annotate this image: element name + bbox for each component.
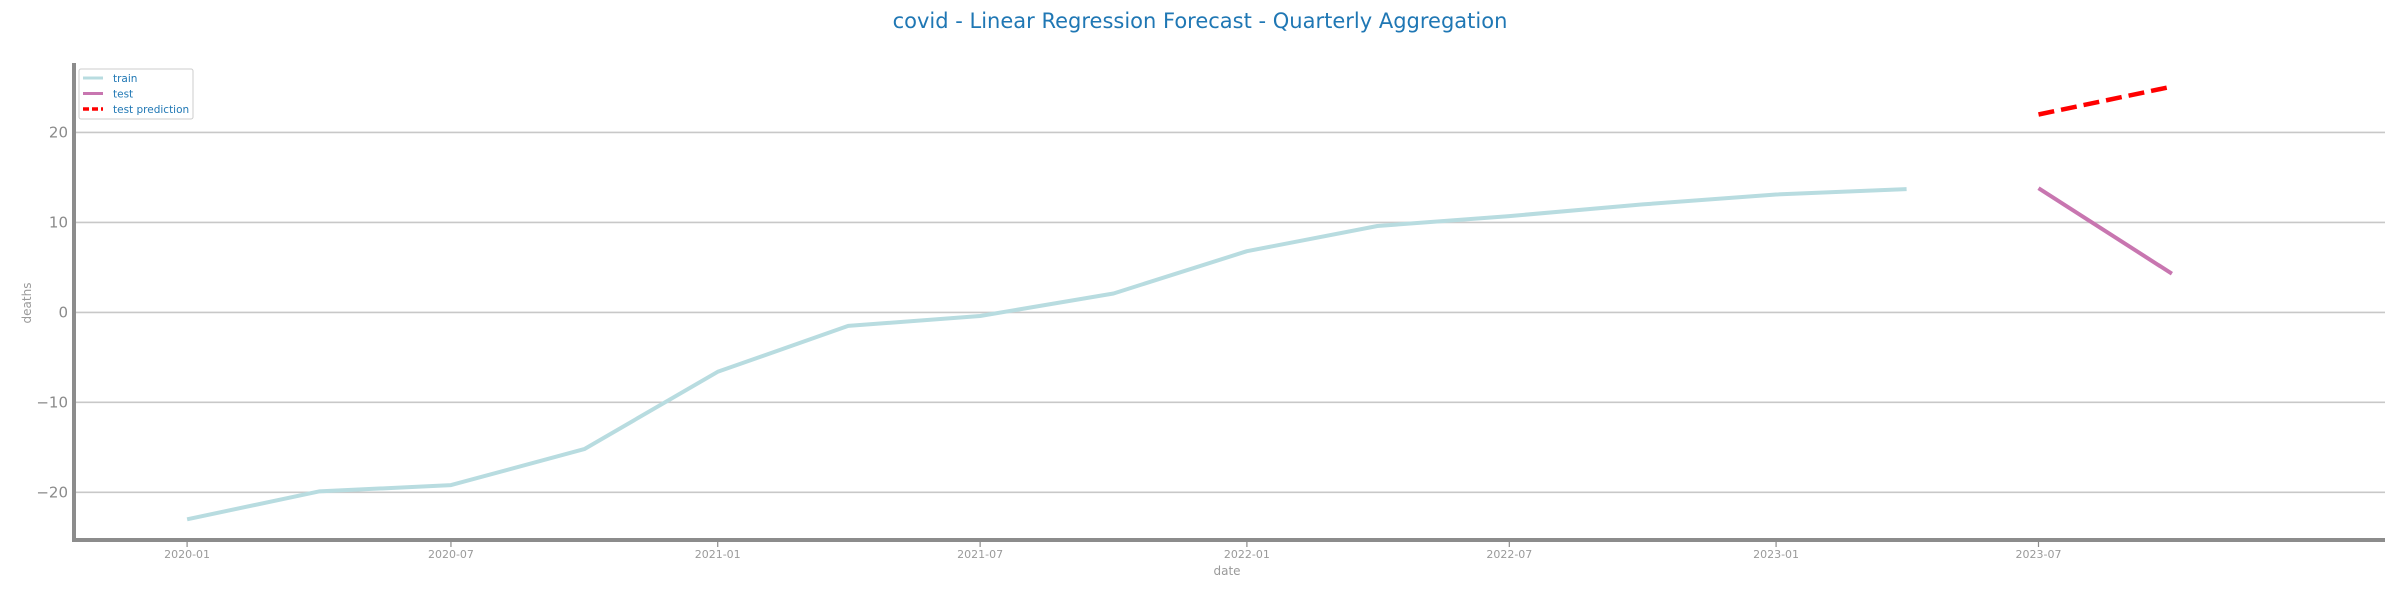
legend-label: test prediction bbox=[113, 104, 189, 116]
y-tick-label: −10 bbox=[36, 393, 68, 411]
x-tick-label: 2021-01 bbox=[695, 548, 741, 561]
series-line-test bbox=[2037, 186, 2173, 276]
x-tick-label: 2023-07 bbox=[2016, 548, 2062, 561]
x-tick-label: 2023-01 bbox=[1753, 548, 1799, 561]
legend: train test test prediction bbox=[78, 68, 194, 120]
x-tick-label: 2020-01 bbox=[164, 548, 210, 561]
y-tick-label: 20 bbox=[49, 123, 68, 141]
x-tick-labels: 2020-01 2020-07 2021-01 2021-07 2022-01 2022-… bbox=[164, 542, 2061, 561]
x-tick-label: 2021-07 bbox=[957, 548, 1003, 561]
y-tick-label: 10 bbox=[49, 213, 68, 231]
y-axis-label: deaths bbox=[20, 283, 34, 324]
y-tick-labels: −20 −10 0 10 20 bbox=[36, 123, 68, 501]
axes bbox=[72, 63, 2385, 542]
legend-label: test bbox=[113, 89, 133, 101]
series-line-test-prediction bbox=[2038, 84, 2173, 117]
legend-label: train bbox=[113, 73, 137, 85]
gridlines bbox=[74, 131, 2385, 494]
y-tick-label: 0 bbox=[58, 303, 68, 321]
x-tick-label: 2022-07 bbox=[1486, 548, 1532, 561]
x-tick-label: 2020-07 bbox=[428, 548, 474, 561]
x-tick-label: 2022-01 bbox=[1224, 548, 1270, 561]
series-line-train bbox=[186, 187, 1907, 522]
x-axis-label: date bbox=[1213, 564, 1240, 578]
chart-title: covid - Linear Regression Forecast - Qua… bbox=[893, 9, 1508, 33]
legend-box bbox=[78, 68, 194, 120]
series-lines bbox=[186, 84, 2173, 522]
y-tick-label: −20 bbox=[36, 483, 68, 501]
